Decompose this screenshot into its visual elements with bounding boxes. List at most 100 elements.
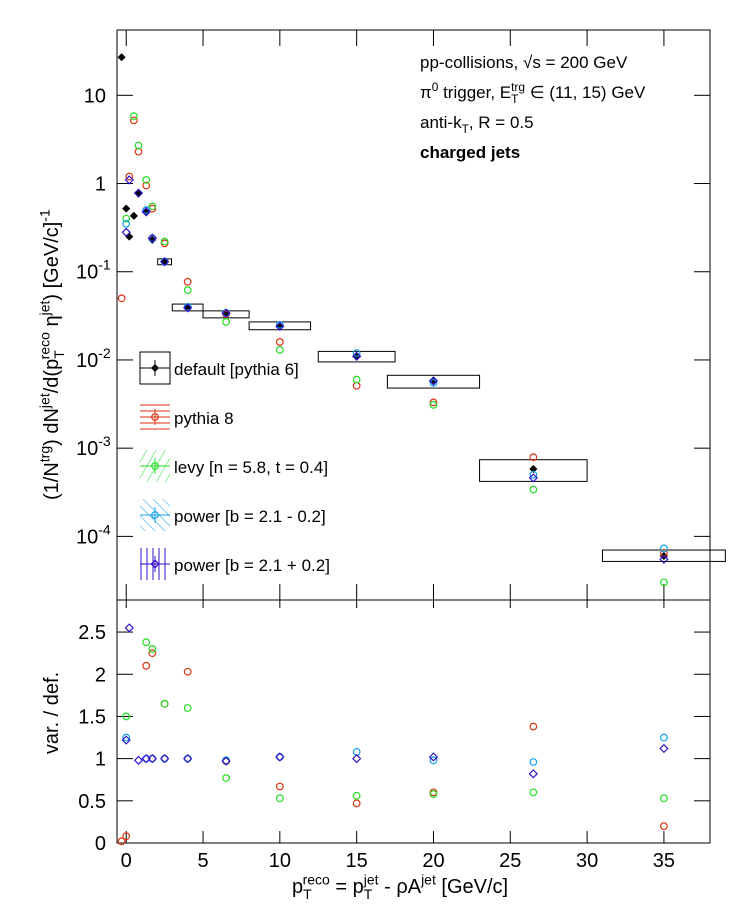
data-point: [159, 753, 170, 764]
data-point: [159, 257, 170, 267]
annotation-part: trg: [511, 80, 525, 94]
y-tick-label: 0: [95, 833, 106, 855]
data-point: [352, 351, 362, 361]
y-tick-label: 10-2: [76, 345, 111, 372]
legend-label: pythia 8: [174, 409, 234, 428]
data-point: [148, 202, 157, 211]
y-tick-label: 2: [95, 664, 106, 686]
y-axis-label-part: ) dN: [41, 408, 63, 446]
x-axis-label: pTreco = pTjet - ρAjet [GeV/c]: [292, 872, 508, 902]
y-tick-label-base: 10: [76, 262, 98, 284]
data-point: [352, 753, 362, 764]
x-axis-label-part: T: [364, 886, 373, 902]
data-point: [134, 141, 143, 150]
x-axis-label-part: [GeV/c]: [436, 876, 508, 898]
bottom-frame: [116, 599, 711, 844]
x-axis-label-part: jet: [420, 872, 436, 888]
data-point: [183, 753, 193, 764]
data-point: [142, 206, 151, 214]
annotation: π0 trigger, ETtrg ∈ (11, 15) GeV: [420, 80, 646, 106]
x-tick-label: 10: [269, 850, 291, 872]
data-point: [142, 638, 151, 647]
data-point: [275, 345, 284, 354]
data-point: [222, 317, 230, 326]
data-point: [121, 227, 131, 237]
data-point: [122, 214, 131, 223]
annotation-part: , R = 0.5: [469, 113, 534, 132]
x-axis-label-part: reco: [303, 872, 330, 888]
x-axis-label-part: jet: [363, 872, 379, 888]
legend-marker: [150, 559, 160, 569]
data-point: [529, 453, 538, 462]
data-point: [275, 752, 285, 762]
data-point: [183, 277, 192, 286]
y-tick-label: 2.5: [78, 622, 106, 644]
x-tick-label: 15: [346, 850, 368, 872]
y-tick-label: 10-1: [76, 257, 111, 284]
annotation: pp-collisions, √s = 200 GeV: [420, 53, 628, 72]
x-axis-label-part: - ρA: [379, 876, 422, 898]
y-tick-label: 10-3: [76, 433, 111, 460]
sys-box: [317, 350, 396, 363]
annotation-part: T: [462, 122, 469, 136]
y-tick-label-base: 10: [76, 526, 98, 548]
y-tick-label: 10: [84, 85, 106, 107]
y-tick-label: 0.5: [78, 791, 106, 813]
data-point: [529, 722, 538, 731]
x-tick-label: 30: [576, 850, 598, 872]
data-point: [117, 294, 126, 303]
y-axis-label-part: /d(p: [41, 359, 63, 393]
y-axis-label-part: T: [51, 350, 67, 359]
data-point: [429, 756, 438, 765]
data-point: [124, 175, 134, 185]
data-point: [529, 758, 538, 766]
data-point: [429, 398, 438, 407]
x-axis-label-part: p: [292, 876, 303, 898]
data-point: [117, 53, 126, 62]
data-point: [125, 172, 134, 181]
data-point: [142, 175, 151, 184]
data-point: [352, 381, 361, 390]
x-tick-label: 0: [121, 850, 132, 872]
data-point: [352, 349, 361, 357]
y-axis-label: var. / def.: [41, 672, 63, 754]
y-tick-label: 1.5: [78, 706, 106, 728]
data-point: [529, 464, 538, 474]
data-point: [428, 376, 439, 386]
y-tick-label-base: 10: [76, 438, 98, 460]
y-axis-label-part: η: [41, 315, 63, 332]
y-tick-label: 1: [95, 749, 106, 771]
data-point: [160, 237, 169, 246]
data-point: [529, 485, 538, 494]
data-point: [275, 320, 284, 329]
annotation-part: trigger, E: [438, 83, 511, 102]
data-point: [117, 837, 126, 846]
annotation-part: pp-collisions, √s = 200 GeV: [420, 53, 628, 72]
y-tick-label: 1: [95, 174, 106, 196]
y-axis-label-part: jet: [37, 393, 53, 409]
data-point: [429, 790, 438, 798]
data-point: [659, 554, 669, 564]
y-axis-label-part: ) [GeV/c]: [41, 222, 63, 301]
data-point: [183, 704, 192, 712]
data-point: [183, 667, 192, 676]
annotation-part: π: [420, 83, 432, 102]
x-axis-label-part: = p: [330, 876, 364, 898]
legend-label: levy [n = 5.8, t = 0.4]: [174, 458, 328, 477]
data-point: [659, 743, 669, 754]
data-point: [275, 338, 284, 346]
data-point: [428, 752, 439, 762]
data-point: [352, 799, 361, 808]
data-point: [660, 822, 668, 831]
data-point: [221, 308, 231, 318]
data-point: [147, 233, 157, 243]
data-point: [129, 116, 138, 125]
x-tick-label: 20: [422, 850, 444, 872]
data-point: [221, 756, 231, 766]
y-tick-label: 10-4: [76, 521, 111, 548]
data-point: [122, 733, 131, 742]
y-axis-label-part: (1/N: [41, 462, 63, 500]
data-point: [660, 544, 668, 553]
y-axis-label-part: reco: [37, 332, 53, 359]
